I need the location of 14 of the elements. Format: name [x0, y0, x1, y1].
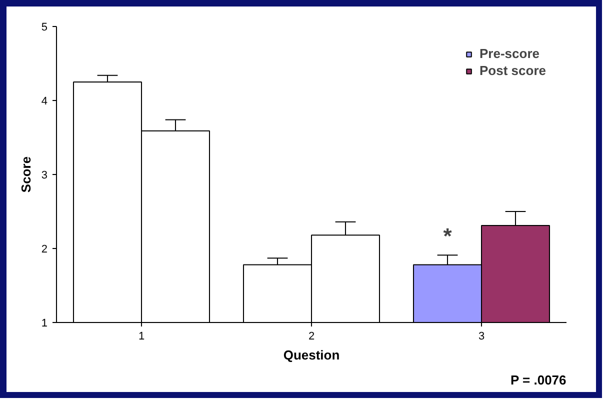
text: P = .0076: [510, 372, 566, 388]
legend-label: Post score: [480, 63, 546, 78]
x-tick-label: 1: [138, 330, 145, 342]
x-tick-label: 2: [308, 330, 315, 342]
y-tick-label: 3: [41, 170, 48, 182]
x-tick-label: 3: [478, 330, 485, 342]
y-tick-label: 1: [41, 318, 48, 330]
y-tick-label: 5: [41, 22, 48, 34]
legend-label: Pre-score: [480, 46, 540, 61]
y-tick-label: 2: [41, 244, 48, 256]
annotation: *: [443, 224, 452, 248]
x-axis-title: Question: [283, 348, 340, 362]
y-axis-title: Score: [18, 156, 34, 193]
y-tick-label: 4: [41, 96, 48, 108]
